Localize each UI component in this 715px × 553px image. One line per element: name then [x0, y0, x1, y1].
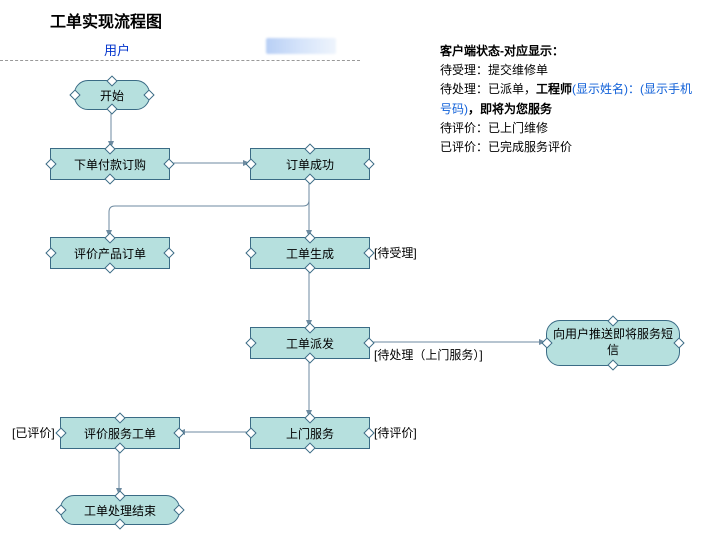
page-title: 工单实现流程图	[50, 8, 162, 32]
legend-heading: 客户端状态-对应显示：	[440, 44, 564, 58]
node-order: 下单付款订购	[50, 148, 170, 180]
lane-divider	[0, 60, 360, 61]
edge-label-rated: [已评价]	[12, 424, 55, 441]
node-eval-product-label: 评价产品订单	[74, 245, 146, 262]
node-visit-label: 上门服务	[286, 425, 334, 442]
redacted-lane-label	[266, 38, 336, 54]
node-success-label: 订单成功	[286, 156, 334, 173]
node-eval-service: 评价服务工单	[60, 417, 180, 449]
status-legend: 客户端状态-对应显示： 待受理：提交维修单 待处理：已派单，工程师(显示姓名)：…	[440, 42, 700, 157]
node-order-label: 下单付款订购	[74, 156, 146, 173]
node-workorder-gen-label: 工单生成	[286, 245, 334, 262]
node-push-sms: 向用户推送即将服务短信	[546, 320, 680, 366]
legend-line-4: 已评价：已完成服务评价	[440, 138, 700, 157]
node-end-label: 工单处理结束	[84, 502, 156, 519]
lane-user-label: 用户	[104, 40, 130, 59]
edge-label-rate: [待评价]	[374, 424, 417, 441]
edge-label-process: [待处理（上门服务）]	[374, 346, 483, 363]
node-dispatch: 工单派发	[250, 327, 370, 359]
legend-line-2: 待处理：已派单，工程师(显示姓名)：(显示手机号码)，即将为您服务	[440, 80, 700, 118]
node-workorder-gen: 工单生成	[250, 237, 370, 269]
node-eval-service-label: 评价服务工单	[84, 425, 156, 442]
edge-label-accept: [待受理]	[374, 244, 417, 261]
node-visit: 上门服务	[250, 417, 370, 449]
node-push-sms-label: 向用户推送即将服务短信	[547, 327, 679, 358]
legend-line-3: 待评价：已上门维修	[440, 119, 700, 138]
node-start: 开始	[74, 80, 150, 110]
node-success: 订单成功	[250, 148, 370, 180]
node-start-label: 开始	[100, 87, 124, 104]
legend-line-1: 待受理：提交维修单	[440, 61, 700, 80]
node-dispatch-label: 工单派发	[286, 335, 334, 352]
node-end: 工单处理结束	[60, 495, 180, 525]
node-eval-product: 评价产品订单	[50, 237, 170, 269]
